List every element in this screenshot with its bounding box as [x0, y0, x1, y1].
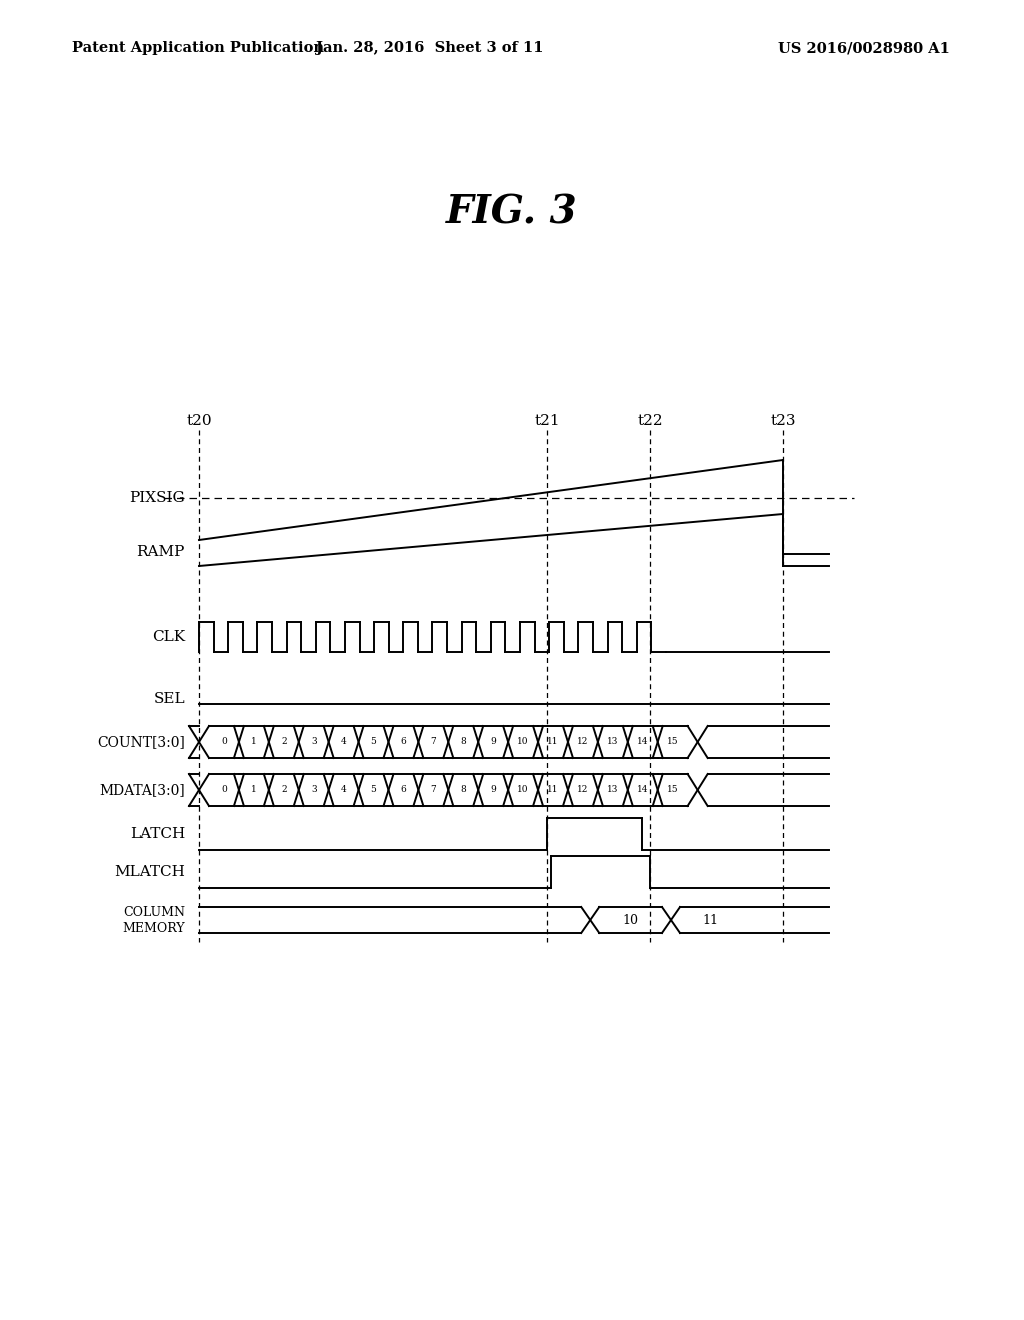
Text: 6: 6 — [400, 785, 407, 795]
Text: 11: 11 — [702, 913, 718, 927]
Text: 9: 9 — [490, 785, 496, 795]
Text: LATCH: LATCH — [130, 828, 185, 841]
Text: MLATCH: MLATCH — [114, 865, 185, 879]
Text: 13: 13 — [607, 738, 618, 747]
Text: t22: t22 — [637, 414, 663, 428]
Text: 0: 0 — [221, 785, 227, 795]
Text: MEMORY: MEMORY — [123, 921, 185, 935]
Text: t23: t23 — [770, 414, 796, 428]
Text: 10: 10 — [517, 738, 528, 747]
Text: t21: t21 — [535, 414, 560, 428]
Text: 3: 3 — [311, 738, 316, 747]
Text: 11: 11 — [547, 738, 559, 747]
Text: 7: 7 — [430, 738, 436, 747]
Text: COUNT[3:0]: COUNT[3:0] — [97, 735, 185, 748]
Text: PIXSIG: PIXSIG — [129, 491, 185, 506]
Text: SEL: SEL — [154, 692, 185, 706]
Text: 5: 5 — [371, 738, 377, 747]
Text: t20: t20 — [186, 414, 212, 428]
Text: 8: 8 — [461, 785, 466, 795]
Text: 14: 14 — [637, 785, 648, 795]
Text: 12: 12 — [578, 785, 589, 795]
Text: 4: 4 — [341, 785, 346, 795]
Text: 7: 7 — [430, 785, 436, 795]
Text: FIG. 3: FIG. 3 — [446, 193, 578, 231]
Text: COLUMN: COLUMN — [123, 906, 185, 919]
Text: 3: 3 — [311, 785, 316, 795]
Text: 10: 10 — [517, 785, 528, 795]
Text: 15: 15 — [667, 738, 679, 747]
Text: MDATA[3:0]: MDATA[3:0] — [99, 783, 185, 797]
Text: 6: 6 — [400, 738, 407, 747]
Text: 10: 10 — [623, 913, 639, 927]
Text: Jan. 28, 2016  Sheet 3 of 11: Jan. 28, 2016 Sheet 3 of 11 — [316, 41, 544, 55]
Text: 12: 12 — [578, 738, 589, 747]
Text: 1: 1 — [251, 738, 257, 747]
Text: 2: 2 — [281, 785, 287, 795]
Text: RAMP: RAMP — [136, 545, 185, 558]
Text: Patent Application Publication: Patent Application Publication — [72, 41, 324, 55]
Text: US 2016/0028980 A1: US 2016/0028980 A1 — [778, 41, 950, 55]
Text: 8: 8 — [461, 738, 466, 747]
Text: 1: 1 — [251, 785, 257, 795]
Text: 5: 5 — [371, 785, 377, 795]
Text: 13: 13 — [607, 785, 618, 795]
Text: 4: 4 — [341, 738, 346, 747]
Text: 14: 14 — [637, 738, 648, 747]
Text: 15: 15 — [667, 785, 679, 795]
Text: 2: 2 — [281, 738, 287, 747]
Text: 9: 9 — [490, 738, 496, 747]
Text: 11: 11 — [547, 785, 559, 795]
Text: CLK: CLK — [152, 630, 185, 644]
Text: 0: 0 — [221, 738, 227, 747]
